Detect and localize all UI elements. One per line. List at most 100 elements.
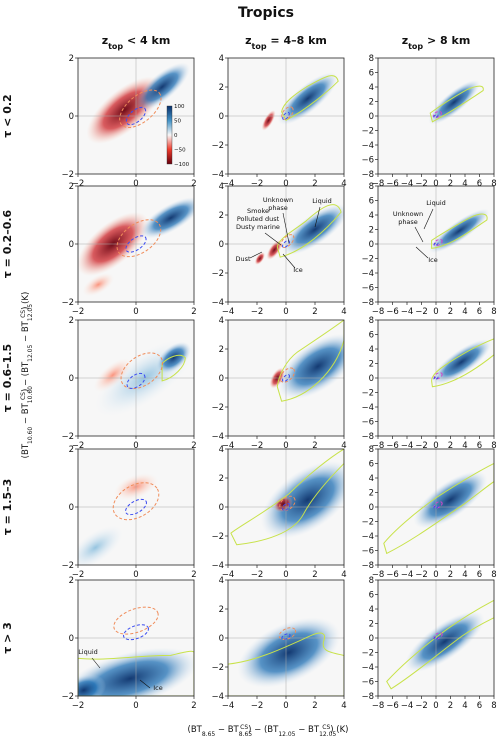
y-tick-label: 4	[369, 474, 374, 484]
y-tick-label: 4	[219, 54, 224, 64]
y-tick-label: −4	[211, 432, 224, 442]
outer-dashed-contour	[116, 219, 162, 258]
y-tick-label: −2	[361, 649, 374, 659]
y-tick-label: −2	[211, 532, 224, 542]
x-tick-label: 6	[477, 701, 482, 711]
column-titles: ztop < 4 km ztop = 4–8 km ztop > 8 km	[102, 34, 471, 51]
x-tick-label: 8	[491, 179, 496, 189]
x-tick-label: −2	[72, 570, 85, 580]
inner-dashed-contour	[281, 503, 291, 511]
x-tick-label: 0	[283, 307, 288, 317]
x-tick-label: 2	[191, 179, 196, 189]
x-tick-label: −4	[401, 179, 414, 189]
y-tick-label: 4	[369, 211, 374, 221]
x-tick-label: −2	[251, 307, 264, 317]
x-tick-label: 2	[312, 701, 317, 711]
density-blob	[430, 339, 492, 385]
x-tick-label: −2	[415, 179, 428, 189]
density-blob	[261, 110, 276, 131]
colorbar-tick-label: −100	[174, 162, 190, 168]
x-tick-label: 6	[477, 179, 482, 189]
annotation-leader	[249, 251, 263, 259]
y-tick-label: 2	[219, 605, 224, 615]
x-tick-label: −8	[372, 307, 385, 317]
x-tick-label: 2	[448, 570, 453, 580]
x-tick-label: 8	[491, 701, 496, 711]
significance-contour	[386, 599, 494, 690]
x-tick-label: −6	[386, 179, 399, 189]
significance-contour	[383, 462, 494, 555]
y-tick-label: 6	[369, 591, 374, 601]
x-tick-label: 2	[312, 179, 317, 189]
y-tick-label: 2	[369, 360, 374, 370]
panel-r2-c0: 2 0 −2−2 0 2	[61, 316, 196, 451]
x-tick-label: 0	[133, 307, 138, 317]
x-tick-label: 8	[491, 441, 496, 451]
inner-dashed-contour	[125, 498, 147, 516]
x-tick-label: −4	[401, 570, 414, 580]
y-tick-label: −2	[361, 518, 374, 528]
y-tick-label: 2	[369, 620, 374, 630]
y-tick-label: −6	[361, 156, 374, 166]
outer-dashed-contour	[279, 367, 296, 383]
density-blob	[78, 674, 107, 696]
x-tick-label: −6	[386, 441, 399, 451]
x-tick-label: 0	[283, 701, 288, 711]
y-tick-label: −4	[361, 269, 374, 279]
annotation-label: Dusty marine	[236, 223, 280, 231]
annotation-label: Unknown	[263, 196, 293, 204]
density-blob	[82, 273, 114, 297]
inner-dashed-contour	[282, 240, 290, 248]
density-blob	[134, 62, 191, 112]
x-tick-label: −2	[415, 570, 428, 580]
x-tick-label: 0	[133, 179, 138, 189]
outer-dashed-contour	[278, 627, 297, 641]
colorbar	[166, 105, 173, 165]
density-blob	[260, 460, 344, 539]
x-tick-label: 8	[491, 570, 496, 580]
y-tick-label: −2	[211, 403, 224, 413]
x-axis-label: (BT8.65 − BT8.65CS) − (BT12.05 − BT12.05…	[188, 724, 349, 738]
x-tick-label: −4	[222, 441, 235, 451]
x-tick-label: 0	[283, 570, 288, 580]
x-tick-label: 0	[283, 179, 288, 189]
outer-dashed-contour	[120, 352, 164, 390]
y-tick-label: 4	[219, 316, 224, 326]
annotation-leader	[415, 246, 429, 259]
inner-dashed-contour	[433, 242, 439, 246]
annotation-leader	[139, 679, 151, 689]
y-tick-label: 2	[69, 54, 74, 64]
x-tick-label: −6	[386, 307, 399, 317]
annotation-label: Liquid	[78, 648, 98, 656]
x-tick-label: −2	[251, 570, 264, 580]
annotation-label: phase	[268, 204, 288, 212]
y-tick-label: 4	[219, 576, 224, 586]
x-tick-label: 2	[191, 570, 196, 580]
y-tick-label: −2	[361, 127, 374, 137]
y-tick-label: −6	[361, 547, 374, 557]
density-blob	[429, 208, 490, 254]
y-tick-label: 4	[369, 605, 374, 615]
y-tick-label: 8	[369, 576, 374, 586]
x-tick-label: −8	[372, 701, 385, 711]
density-blob	[277, 333, 344, 400]
inner-dashed-contour	[433, 376, 439, 380]
significance-contour	[429, 85, 484, 123]
y-tick-label: −4	[361, 532, 374, 542]
x-tick-label: −4	[401, 441, 414, 451]
y-tick-label: −2	[361, 255, 374, 265]
x-tick-label: 2	[191, 441, 196, 451]
x-tick-label: 2	[191, 307, 196, 317]
y-tick-label: −2	[61, 561, 74, 571]
y-tick-label: 4	[219, 445, 224, 455]
column-title-1: ztop = 4–8 km	[245, 34, 327, 51]
x-tick-label: 2	[448, 179, 453, 189]
density-blob	[404, 611, 485, 673]
y-tick-label: 0	[69, 240, 74, 250]
x-tick-label: 0	[133, 441, 138, 451]
annotation-label: Liquid	[312, 197, 332, 205]
x-tick-label: −6	[386, 701, 399, 711]
y-tick-label: −2	[61, 298, 74, 308]
